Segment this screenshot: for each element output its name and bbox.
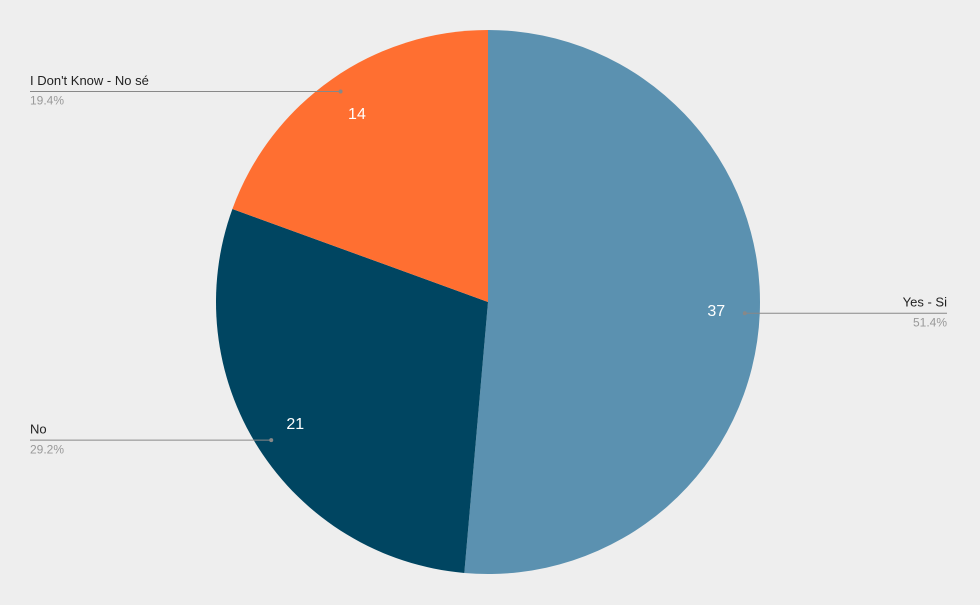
leader-dot [269,438,274,443]
legend-label: Yes - Si [903,295,947,310]
percent-label: 51.4% [913,315,947,329]
percent-label: 29.2% [30,442,64,456]
legend-label: I Don't Know - No sé [30,73,149,88]
pie-slice [215,208,488,573]
legend-label: No [30,422,47,437]
leader-dot [338,89,343,94]
pie-slice [464,30,760,574]
percent-label: 19.4% [30,94,64,108]
data-label: 37 [707,303,725,320]
data-label: 14 [348,106,366,123]
data-label: 21 [286,416,304,433]
leader-dot [742,311,747,316]
pie-slice [232,30,488,302]
